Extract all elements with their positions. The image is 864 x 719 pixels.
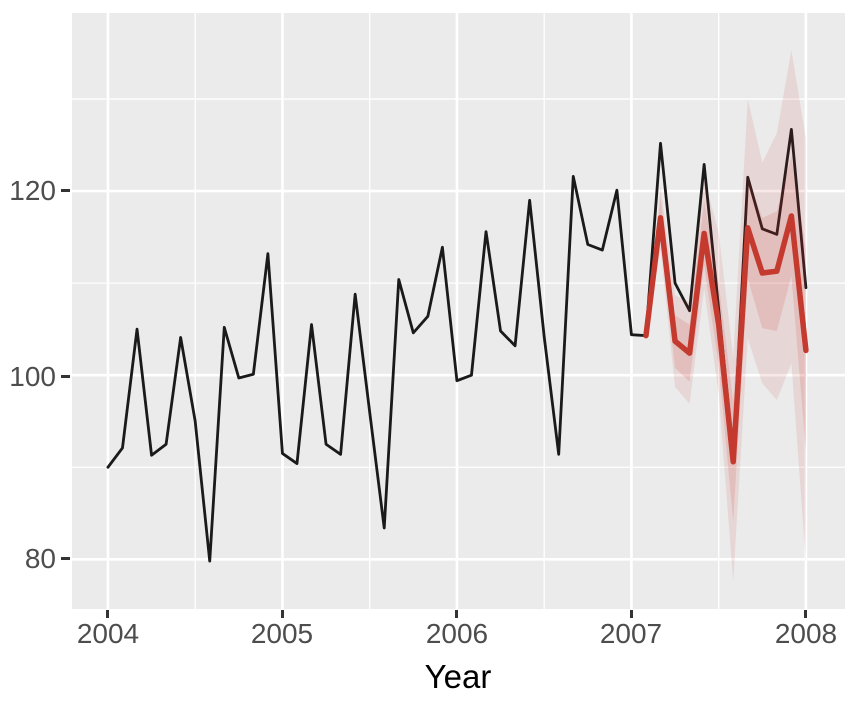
y-axis-label-80: 80 — [24, 543, 56, 574]
x-axis-label-2006: 2006 — [425, 618, 489, 649]
y-tick-100 — [61, 375, 70, 378]
x-tick-2005 — [281, 610, 284, 618]
y-axis-label-100: 100 — [9, 361, 56, 392]
plot-svg — [72, 13, 845, 609]
x-tick-2004 — [106, 610, 109, 618]
plot-panel — [72, 13, 845, 609]
y-axis-label-120: 120 — [9, 175, 56, 206]
x-axis-label-2008: 2008 — [774, 618, 838, 649]
x-axis-label-2007: 2007 — [599, 618, 663, 649]
x-tick-2007 — [630, 610, 633, 618]
y-tick-120 — [61, 189, 70, 192]
x-tick-2006 — [455, 610, 458, 618]
x-axis-label-2004: 2004 — [76, 618, 140, 649]
x-axis-label-2005: 2005 — [250, 618, 314, 649]
x-axis-title: Year — [424, 658, 492, 695]
y-tick-80 — [61, 557, 70, 560]
x-tick-2008 — [804, 610, 807, 618]
